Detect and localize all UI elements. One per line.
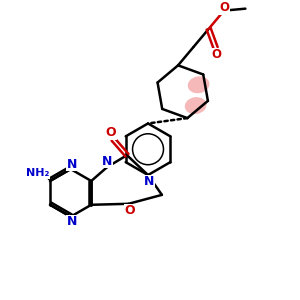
Text: N: N xyxy=(67,158,77,171)
Text: N: N xyxy=(144,176,154,188)
Text: O: O xyxy=(106,126,116,139)
Text: O: O xyxy=(219,1,229,14)
Ellipse shape xyxy=(188,76,209,93)
Text: O: O xyxy=(212,48,222,61)
Text: NH₂: NH₂ xyxy=(26,168,50,178)
Text: N: N xyxy=(67,215,77,228)
Text: O: O xyxy=(124,204,135,217)
Ellipse shape xyxy=(185,97,206,114)
Text: N: N xyxy=(102,154,112,168)
